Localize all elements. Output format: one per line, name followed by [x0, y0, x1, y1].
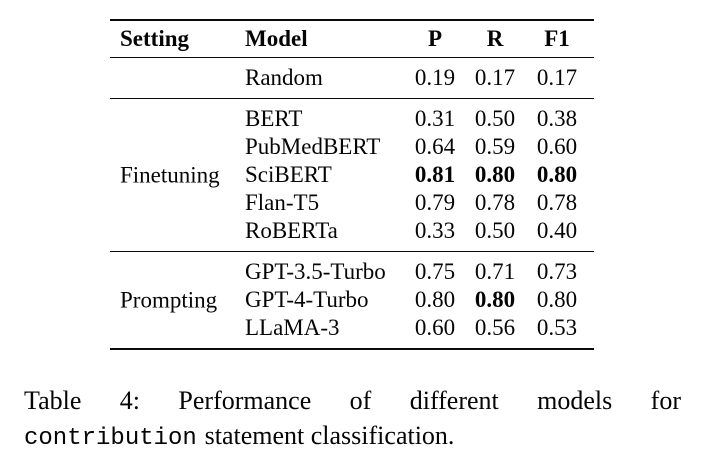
precision-cell: 0.81	[414, 162, 456, 187]
table-row: SciBERT 0.81 0.80 0.80	[110, 161, 594, 189]
setting-label-finetuning: Finetuning	[120, 162, 220, 188]
f1-cell: 0.80	[536, 287, 578, 312]
model-cell: Random	[245, 65, 323, 90]
header-f1: F1	[544, 26, 570, 51]
model-cell: SciBERT	[245, 162, 332, 187]
table-row: GPT-4-Turbo 0.80 0.80 0.80	[110, 286, 594, 314]
header-precision: P	[427, 26, 443, 51]
recall-cell: 0.50	[474, 218, 516, 243]
recall-cell: 0.17	[474, 65, 516, 90]
baseline-section: Random 0.19 0.17 0.17	[110, 58, 594, 99]
f1-cell: 0.17	[536, 65, 578, 90]
caption-line-1: Table 4: Performance of different models…	[24, 386, 681, 415]
table-row: BERT 0.31 0.50 0.38	[110, 105, 594, 133]
precision-cell: 0.79	[414, 190, 456, 215]
precision-cell: 0.64	[414, 134, 456, 159]
table-caption: Table 4: Performance of different models…	[24, 383, 681, 456]
table-row: LLaMA-3 0.60 0.56 0.53	[110, 314, 594, 342]
model-cell: Flan-T5	[245, 190, 320, 215]
results-table: Setting Model P R F1 Random 0.19 0.17 0.…	[110, 19, 594, 350]
table-header-row: Setting Model P R F1	[110, 19, 594, 58]
recall-cell: 0.50	[474, 106, 516, 131]
header-model: Model	[245, 26, 308, 51]
table-row: Random 0.19 0.17 0.17	[110, 64, 594, 92]
precision-cell: 0.80	[414, 287, 456, 312]
f1-cell: 0.53	[536, 315, 578, 340]
model-cell: LLaMA-3	[245, 315, 340, 340]
recall-cell: 0.59	[474, 134, 516, 159]
table-row: Flan-T5 0.79 0.78 0.78	[110, 189, 594, 217]
precision-cell: 0.60	[414, 315, 456, 340]
precision-cell: 0.31	[414, 106, 456, 131]
prompting-section: Prompting GPT-3.5-Turbo 0.75 0.71 0.73 G…	[110, 252, 594, 350]
f1-cell: 0.38	[536, 106, 578, 131]
model-cell: GPT-4-Turbo	[245, 287, 369, 312]
finetuning-section: Finetuning BERT 0.31 0.50 0.38 PubMedBER…	[110, 99, 594, 252]
recall-cell: 0.80	[474, 287, 516, 312]
caption-line-2: contribution statement classification.	[24, 418, 681, 456]
model-cell: GPT-3.5-Turbo	[245, 259, 386, 284]
recall-cell: 0.80	[474, 162, 516, 187]
f1-cell: 0.80	[536, 162, 578, 187]
table-row: RoBERTa 0.33 0.50 0.40	[110, 217, 594, 245]
precision-cell: 0.19	[414, 65, 456, 90]
setting-label-prompting: Prompting	[120, 287, 218, 313]
table-row: GPT-3.5-Turbo 0.75 0.71 0.73	[110, 258, 594, 286]
recall-cell: 0.78	[474, 190, 516, 215]
f1-cell: 0.73	[536, 259, 578, 284]
f1-cell: 0.78	[536, 190, 578, 215]
table-row: PubMedBERT 0.64 0.59 0.60	[110, 133, 594, 161]
recall-cell: 0.71	[474, 259, 516, 284]
precision-cell: 0.33	[414, 218, 456, 243]
caption-rest-text: statement classification.	[204, 421, 455, 450]
precision-cell: 0.75	[414, 259, 456, 284]
f1-cell: 0.40	[536, 218, 578, 243]
recall-cell: 0.56	[474, 315, 516, 340]
model-cell: RoBERTa	[245, 218, 338, 243]
f1-cell: 0.60	[536, 134, 578, 159]
header-recall: R	[486, 26, 504, 51]
header-setting: Setting	[120, 26, 189, 51]
model-cell: BERT	[245, 106, 303, 131]
caption-code-word: contribution	[24, 425, 197, 452]
model-cell: PubMedBERT	[245, 134, 381, 159]
